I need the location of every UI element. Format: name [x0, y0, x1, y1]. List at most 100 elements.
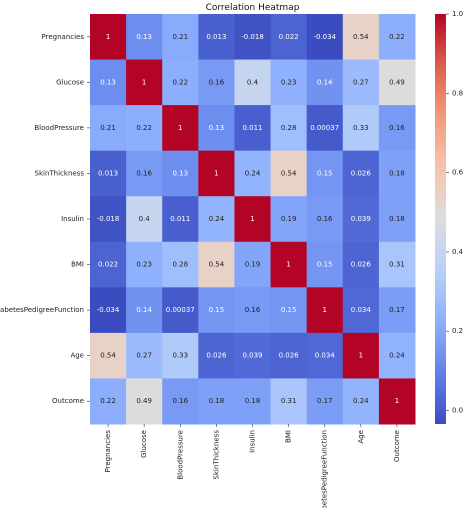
heatmap-cell [306, 59, 344, 106]
heatmap-cell [126, 378, 163, 425]
cell-value-label: 0.4 [139, 215, 151, 223]
heatmap-cell [198, 287, 235, 334]
cell-value-label: 0.15 [317, 169, 333, 177]
heatmap-cell [234, 14, 272, 61]
heatmap-cell [126, 14, 163, 61]
heatmap-cell [378, 287, 416, 334]
cell-value-label: 0.19 [281, 215, 297, 223]
x-tick-label: Age [357, 430, 365, 444]
heatmap-cell [306, 332, 344, 379]
heatmap-cell [198, 378, 235, 425]
heatmap-cell [378, 105, 416, 152]
heatmap-cell [234, 59, 272, 106]
cell-value-label: 0.14 [136, 306, 152, 314]
cell-value-label: 0.026 [351, 261, 372, 269]
cell-value-label: 0.27 [136, 352, 152, 360]
heatmap-cell [306, 378, 344, 425]
heatmap-cell [162, 378, 199, 425]
cell-value-label: 0.22 [100, 397, 116, 405]
colorbar-tick-label: 0.6 [452, 169, 464, 177]
heatmap-cell [378, 378, 416, 425]
heatmap-cell [162, 150, 199, 197]
cell-value-label: 0.16 [245, 306, 261, 314]
heatmap-cell [342, 14, 380, 61]
heatmap-cell [90, 14, 127, 61]
cell-value-label: 0.54 [100, 352, 116, 360]
cell-value-label: 0.16 [389, 124, 405, 132]
cell-value-label: 0.23 [281, 78, 297, 86]
heatmap-cell [378, 150, 416, 197]
heatmap-cell [162, 59, 199, 106]
cell-value-label: 0.16 [317, 215, 333, 223]
x-tick-label: Outcome [393, 430, 401, 462]
heatmap-cell [270, 105, 308, 152]
y-tick-label: Glucose [56, 78, 84, 86]
heatmap-cell [90, 287, 127, 334]
cell-value-label: 0.33 [353, 124, 369, 132]
y-tick-label: BloodPressure [34, 124, 84, 132]
heatmap-cell [90, 241, 127, 288]
heatmap-cell [234, 287, 272, 334]
cell-value-label: 1 [142, 78, 146, 86]
heatmap-cell [306, 196, 344, 243]
cell-value-label: 0.28 [281, 124, 297, 132]
heatmap-cell [234, 105, 272, 152]
cell-value-label: 0.33 [172, 352, 188, 360]
heatmap-cell [126, 105, 163, 152]
cell-value-label: 1 [322, 306, 326, 314]
cell-value-label: 1 [395, 397, 399, 405]
colorbar-tick-label: 0.4 [452, 248, 464, 256]
cell-value-label: 0.24 [245, 169, 261, 177]
y-tick-label: Pregnancies [42, 33, 85, 41]
heatmap-cell [342, 105, 380, 152]
heatmap-cell [270, 150, 308, 197]
chart-title: Correlation Heatmap [206, 3, 300, 13]
cell-value-label: 0.24 [209, 215, 225, 223]
colorbar: 0.0 0.2 0.4 0.6 0.8 1.0 [435, 10, 464, 424]
heatmap-cell [306, 105, 344, 152]
heatmap-cell [126, 332, 163, 379]
cell-value-label: 0.026 [206, 352, 227, 360]
y-tick-label: Outcome [52, 397, 84, 405]
cell-value-label: 0.022 [279, 33, 299, 41]
cell-value-label: 1 [250, 215, 254, 223]
heatmap-cell [306, 150, 344, 197]
heatmap-cell [342, 150, 380, 197]
cell-value-label: 0.00037 [166, 306, 195, 314]
heatmap-cell [270, 241, 308, 288]
heatmap-cell [126, 150, 163, 197]
cell-value-label: 0.13 [172, 169, 188, 177]
heatmap-cell [306, 287, 344, 334]
heatmap-cell [126, 287, 163, 334]
cell-value-label: 0.54 [281, 169, 297, 177]
heatmap-cell [162, 287, 199, 334]
heatmap-cell [90, 150, 127, 197]
heatmap-cells: 1 0.13 0.21 0.013 -0.018 0.022 -0.034 0.54 0.22 0… [90, 14, 416, 425]
cell-value-label: 0.022 [98, 261, 118, 269]
x-tick-label: SkinThickness [212, 430, 220, 480]
cell-value-label: 0.22 [389, 33, 405, 41]
y-tick-label: DiabetesPedigreeFunction [0, 306, 84, 314]
colorbar-tick-label: 0.0 [452, 407, 463, 415]
heatmap-cell [234, 332, 272, 379]
heatmap-cell [234, 196, 272, 243]
cell-value-label: 0.013 [206, 33, 226, 41]
heatmap-cell [378, 14, 416, 61]
colorbar-tick-label: 0.8 [452, 89, 463, 97]
cell-value-label: 0.23 [136, 261, 152, 269]
heatmap-cell [162, 241, 199, 288]
cell-value-label: 0.54 [353, 33, 369, 41]
heatmap-cell [378, 59, 416, 106]
heatmap-cell [342, 196, 380, 243]
heatmap-cell [270, 59, 308, 106]
cell-value-label: 0.24 [353, 397, 369, 405]
heatmap-cell [270, 287, 308, 334]
cell-value-label: 0.034 [315, 352, 336, 360]
cell-value-label: 0.19 [245, 261, 261, 269]
heatmap-cell [162, 332, 199, 379]
cell-value-label: 0.13 [209, 124, 225, 132]
heatmap-cell [162, 105, 199, 152]
cell-value-label: 0.17 [317, 397, 333, 405]
cell-value-label: 0.31 [389, 261, 405, 269]
cell-value-label: 0.21 [100, 124, 116, 132]
